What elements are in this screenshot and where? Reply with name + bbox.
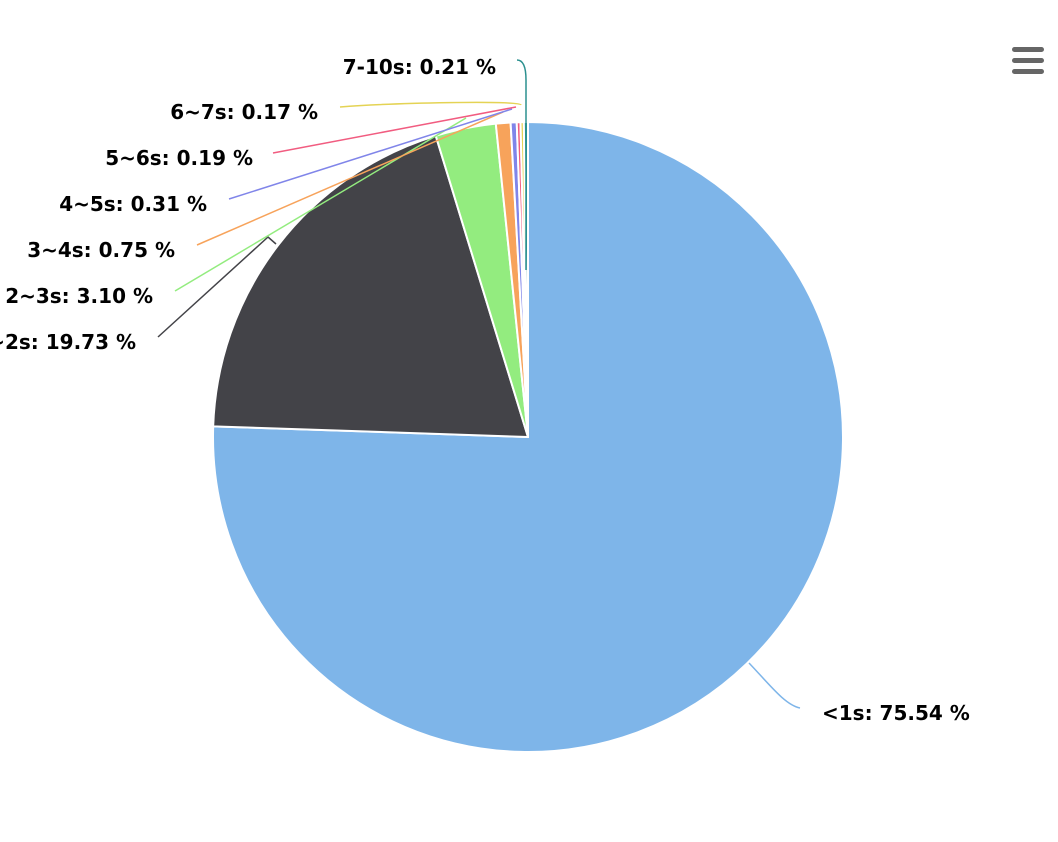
connector-4-5s: [228, 108, 513, 200]
data-label-4-5s: 4~5s: 0.31 %: [59, 192, 207, 216]
data-label-5-6s: 5~6s: 0.19 %: [105, 146, 253, 170]
pie-slices: [212, 120, 844, 753]
connector-lt-1s: [748, 662, 801, 709]
connector-1-2s: [157, 235, 277, 338]
data-label-6-7s: 6~7s: 0.17 %: [170, 100, 318, 124]
hamburger-menu-icon-bar-2: [1012, 58, 1044, 63]
connector-2-3s: [174, 117, 467, 292]
data-label-7-10s: 7-10s: 0.21 %: [343, 55, 496, 79]
data-label-2-3s: 2~3s: 3.10 %: [5, 284, 153, 308]
connector-7-10s: [516, 59, 527, 270]
data-label-3-4s: 3~4s: 0.75 %: [27, 238, 175, 262]
connector-5-6s: [272, 106, 517, 154]
connector-6-7s: [339, 101, 522, 108]
chart-menu-button[interactable]: [1006, 42, 1050, 82]
pie-slice-1-2s[interactable]: [212, 134, 529, 438]
data-label-lt-1s: <1s: 75.54 %: [822, 701, 970, 725]
data-labels: <1s: 75.54 % 1~2s: 19.73 % 2~3s: 3.10 % 3~4…: [0, 55, 970, 725]
hamburger-menu-icon: [1012, 47, 1044, 52]
hamburger-menu-icon-bar-3: [1012, 69, 1044, 74]
connector-3-4s: [196, 111, 504, 246]
label-connectors: [157, 59, 801, 709]
data-label-1-2s: 1~2s: 19.73 %: [0, 330, 136, 354]
